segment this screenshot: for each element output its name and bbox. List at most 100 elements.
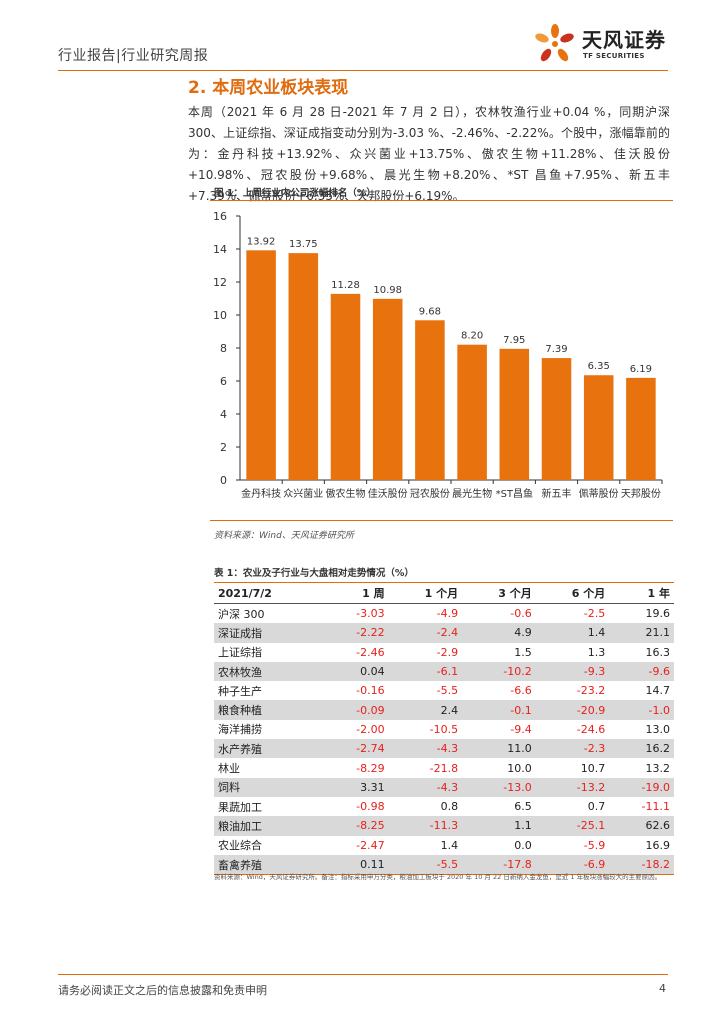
table-row: 海洋捕捞 -2.00 -10.5 -9.4 -24.6 13.0 (214, 720, 674, 739)
table-cell: 1.1 (462, 816, 536, 836)
table-cell: -5.5 (436, 684, 459, 698)
table-cell: 13.2 (645, 761, 671, 775)
company-logo: 天风证券 TF SECURITIES (532, 20, 672, 68)
x-category-label: 佳沃股份 (368, 487, 408, 500)
table-cell: 62.6 (609, 816, 674, 836)
bar-value-label: 13.92 (247, 236, 276, 247)
y-tick-label: 8 (220, 342, 227, 355)
table-cell: 0.0 (514, 838, 532, 852)
table-cell: 1.4 (440, 838, 459, 852)
bar (246, 250, 276, 480)
table-header-cell: 3 个月 (462, 582, 536, 604)
table-cell: -4.3 (388, 739, 463, 759)
table-cell: -8.29 (356, 761, 385, 775)
header-divider (58, 70, 668, 71)
bar-value-label: 7.39 (545, 344, 567, 355)
table-cell: 1.4 (535, 623, 610, 643)
table-cell: -11.1 (641, 800, 670, 814)
table-row: 粮食种植 -0.09 2.4 -0.1 -20.9 -1.0 (214, 700, 674, 720)
y-tick-label: 16 (213, 210, 227, 223)
table-cell: -2.00 (356, 722, 385, 736)
table-cell: -21.8 (429, 761, 459, 775)
table-row-label: 种子生产 (218, 684, 262, 698)
table-cell: 0.7 (587, 800, 606, 814)
table-cell: -6.6 (510, 684, 532, 698)
y-tick-label: 6 (220, 375, 227, 388)
table-cell: 11.0 (462, 739, 536, 759)
table-cell: -6.9 (535, 854, 610, 876)
bar (626, 377, 656, 480)
page-number: 4 (659, 982, 666, 995)
table-cell: 0.04 (323, 661, 389, 682)
table-row-label: 海洋捕捞 (218, 723, 262, 737)
bar-value-label: 6.19 (630, 364, 652, 375)
table-cell: -2.46 (356, 645, 385, 659)
bar (372, 298, 403, 480)
bar-value-label: 10.98 (373, 285, 402, 296)
footer-divider (58, 974, 668, 975)
table-cell: -18.2 (609, 854, 674, 876)
table-cell: -4.3 (388, 777, 463, 797)
x-category-label: 冠农股份 (410, 487, 450, 500)
bar (415, 320, 445, 480)
table-cell: -13.2 (535, 777, 610, 797)
bar-value-label: 9.68 (419, 306, 441, 317)
table-cell: -8.25 (323, 816, 389, 836)
table-cell: 0.8 (440, 800, 459, 814)
bar-value-label: 7.95 (503, 335, 525, 346)
y-tick-label: 4 (220, 408, 227, 421)
bar (457, 344, 487, 480)
y-tick-label: 0 (220, 474, 227, 487)
table-cell: -19.0 (609, 777, 674, 797)
table-cell: 1.5 (514, 645, 532, 659)
table-cell: -11.3 (388, 816, 463, 836)
table-row-label: 果蔬加工 (218, 800, 262, 814)
table-cell: -13.0 (462, 777, 536, 797)
bar (330, 293, 361, 480)
table-cell: -4.9 (436, 607, 459, 621)
table-cell: -1.0 (609, 700, 674, 720)
logo-name: 天风证券 (582, 28, 666, 52)
table-row: 农林牧渔 0.04 -6.1 -10.2 -9.3 -9.6 (214, 661, 674, 682)
table-row: 深证成指 -2.22 -2.4 4.9 1.4 21.1 (214, 623, 674, 643)
bar (583, 375, 614, 480)
table-row: 水产养殖 -2.74 -4.3 11.0 -2.3 16.2 (214, 739, 674, 759)
logo-subtitle: TF SECURITIES (583, 52, 645, 60)
figure-bottom-rule (210, 520, 673, 521)
table-cell: 14.7 (645, 684, 671, 698)
x-category-label: 傲农生物 (326, 487, 366, 500)
x-category-label: 金丹科技 (241, 487, 281, 500)
table-cell: 6.5 (514, 800, 532, 814)
bar-value-label: 6.35 (588, 361, 610, 372)
table-row-label: 饲料 (214, 777, 324, 797)
x-category-label: *ST昌鱼 (496, 487, 533, 500)
table-row: 农业综合 -2.47 1.4 0.0 -5.9 16.9 (214, 836, 674, 855)
report-type-header: 行业报告|行业研究周报 (58, 48, 209, 64)
table-row-label: 沪深 300 (218, 607, 265, 621)
table-cell: -10.5 (429, 722, 459, 736)
table-cell: -2.47 (356, 838, 385, 852)
table-row: 林业 -8.29 -21.8 10.0 10.7 13.2 (214, 758, 674, 777)
table-row-label: 农林牧渔 (214, 661, 324, 682)
y-tick-label: 12 (213, 276, 227, 289)
figure-source: 资料来源：Wind、天风证券研究所 (214, 531, 354, 541)
table-row-label: 上证综指 (218, 646, 262, 660)
table-row-label: 畜禽养殖 (214, 854, 324, 876)
figure-top-rule (210, 200, 673, 201)
table-cell: -0.16 (356, 684, 385, 698)
table-header-cell: 1 周 (323, 582, 389, 604)
table-cell: -9.3 (535, 661, 610, 682)
table-cell: 10.7 (580, 761, 606, 775)
table-cell: 21.1 (609, 623, 674, 643)
table-cell: -10.2 (462, 661, 536, 682)
y-tick-label: 10 (213, 309, 227, 322)
table-cell: -9.6 (609, 661, 674, 682)
table-row: 畜禽养殖 0.11 -5.5 -17.8 -6.9 -18.2 (214, 854, 674, 876)
table-cell: -6.1 (388, 661, 463, 682)
table-header-cell: 2021/7/2 (214, 582, 324, 604)
bar-value-label: 11.28 (331, 280, 360, 291)
table-header-cell: 1 年 (609, 582, 674, 604)
table-row: 饲料 3.31 -4.3 -13.0 -13.2 -19.0 (214, 777, 674, 797)
bar-value-label: 8.20 (461, 331, 483, 342)
